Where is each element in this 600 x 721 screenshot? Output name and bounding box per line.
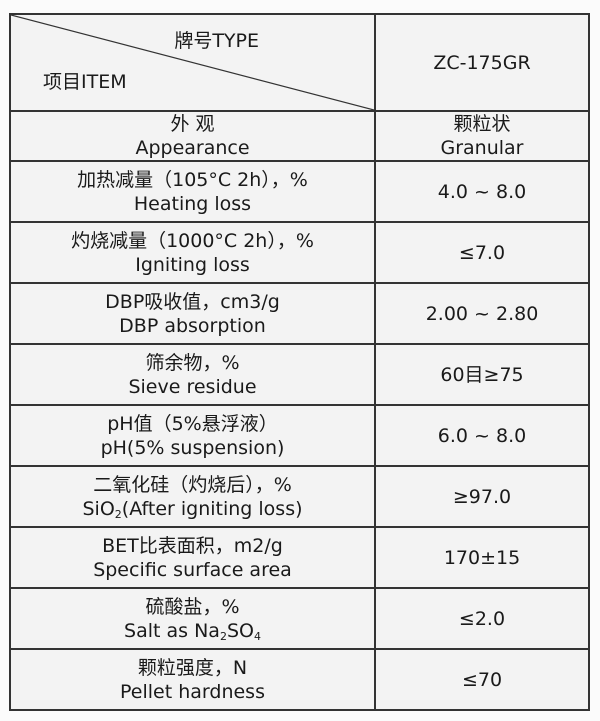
table-row: 颗粒强度，N Pellet hardness ≤70 bbox=[9, 648, 590, 711]
item-cell: 加热减量（105°C 2h），% Heating loss bbox=[9, 160, 376, 223]
item-en: Pellet hardness bbox=[120, 680, 265, 703]
header-row: 牌号TYPE 项目ITEM ZC-175GR bbox=[9, 13, 590, 112]
item-cell: 二氧化硅（灼烧后），% SiO2(After igniting loss) bbox=[9, 465, 376, 528]
item-en: Sieve residue bbox=[128, 375, 257, 398]
value-cell: 4.0 ~ 8.0 bbox=[374, 160, 590, 223]
table-row: 加热减量（105°C 2h），% Heating loss 4.0 ~ 8.0 bbox=[9, 160, 590, 223]
item-zh: 筛余物，% bbox=[145, 351, 240, 374]
item-zh: pH值（5%悬浮液） bbox=[107, 412, 278, 435]
spec-table: 牌号TYPE 项目ITEM ZC-175GR 外 观 Appearance 颗粒状… bbox=[9, 13, 590, 711]
value-cell: ≤2.0 bbox=[374, 587, 590, 650]
item-zh: 灼烧减量（1000°C 2h），% bbox=[71, 229, 314, 252]
item-cell: 颗粒强度，N Pellet hardness bbox=[9, 648, 376, 711]
item-en: SiO2(After igniting loss) bbox=[11, 497, 374, 521]
product-name: ZC-175GR bbox=[374, 13, 590, 112]
value-en: Granular bbox=[440, 137, 524, 159]
item-label: 项目ITEM bbox=[43, 71, 127, 93]
table-row: 外 观 Appearance 颗粒状 Granular bbox=[9, 110, 590, 162]
item-cell: pH值（5%悬浮液） pH(5% suspension) bbox=[9, 404, 376, 467]
table-row: 二氧化硅（灼烧后），% SiO2(After igniting loss) ≥97… bbox=[9, 465, 590, 528]
item-cell: 筛余物，% Sieve residue bbox=[9, 343, 376, 406]
table-row: 筛余物，% Sieve residue 60目≥75 bbox=[9, 343, 590, 406]
formula-part: (After igniting loss) bbox=[121, 497, 303, 520]
header-diagonal-cell: 牌号TYPE 项目ITEM bbox=[9, 13, 376, 112]
item-en: DBP absorption bbox=[119, 314, 266, 337]
item-zh: DBP吸收值，cm3/g bbox=[105, 290, 280, 313]
value-cell: ≤7.0 bbox=[374, 221, 590, 284]
item-en: Heating loss bbox=[133, 192, 252, 215]
table-row: 灼烧减量（1000°C 2h），% Igniting loss ≤7.0 bbox=[9, 221, 590, 284]
item-cell: 硫酸盐，% Salt as Na2SO4 bbox=[9, 587, 376, 650]
item-zh: 二氧化硅（灼烧后），% bbox=[93, 473, 292, 496]
item-zh: BET比表面积，m2/g bbox=[102, 534, 283, 557]
diagonal-line bbox=[11, 15, 374, 110]
formula-part: SO bbox=[226, 619, 254, 642]
value-cell: 6.0 ~ 8.0 bbox=[374, 404, 590, 467]
type-label: 牌号TYPE bbox=[174, 30, 259, 52]
value-cell: ≥97.0 bbox=[374, 465, 590, 528]
value-cell: 60目≥75 bbox=[374, 343, 590, 406]
item-en: pH(5% suspension) bbox=[100, 436, 285, 459]
subscript: 2 bbox=[219, 629, 227, 643]
item-cell: 外 观 Appearance bbox=[9, 110, 376, 162]
item-en: Igniting loss bbox=[135, 253, 250, 276]
item-en: Appearance bbox=[135, 137, 250, 159]
value-cell: ≤70 bbox=[374, 648, 590, 711]
item-en: Specific surface area bbox=[93, 558, 292, 581]
item-cell: 灼烧减量（1000°C 2h），% Igniting loss bbox=[9, 221, 376, 284]
item-en: Salt as Na2SO4 bbox=[11, 619, 374, 643]
value-cell: 颗粒状 Granular bbox=[374, 110, 590, 162]
table-row: BET比表面积，m2/g Specific surface area 170±15 bbox=[9, 526, 590, 589]
formula-part: SiO bbox=[82, 497, 115, 520]
value-cell: 2.00 ~ 2.80 bbox=[374, 282, 590, 345]
item-zh: 硫酸盐，% bbox=[145, 595, 240, 618]
item-zh: 加热减量（105°C 2h），% bbox=[77, 168, 308, 191]
table-row: pH值（5%悬浮液） pH(5% suspension) 6.0 ~ 8.0 bbox=[9, 404, 590, 467]
item-cell: DBP吸收值，cm3/g DBP absorption bbox=[9, 282, 376, 345]
value-zh: 颗粒状 bbox=[453, 113, 511, 135]
item-zh: 颗粒强度，N bbox=[137, 656, 248, 679]
table-row: DBP吸收值，cm3/g DBP absorption 2.00 ~ 2.80 bbox=[9, 282, 590, 345]
table-row: 硫酸盐，% Salt as Na2SO4 ≤2.0 bbox=[9, 587, 590, 650]
item-cell: BET比表面积，m2/g Specific surface area bbox=[9, 526, 376, 589]
item-zh: 外 观 bbox=[170, 113, 215, 135]
value-cell: 170±15 bbox=[374, 526, 590, 589]
formula-part: Salt as Na bbox=[124, 619, 220, 642]
subscript: 4 bbox=[253, 629, 261, 643]
subscript: 2 bbox=[114, 507, 122, 521]
